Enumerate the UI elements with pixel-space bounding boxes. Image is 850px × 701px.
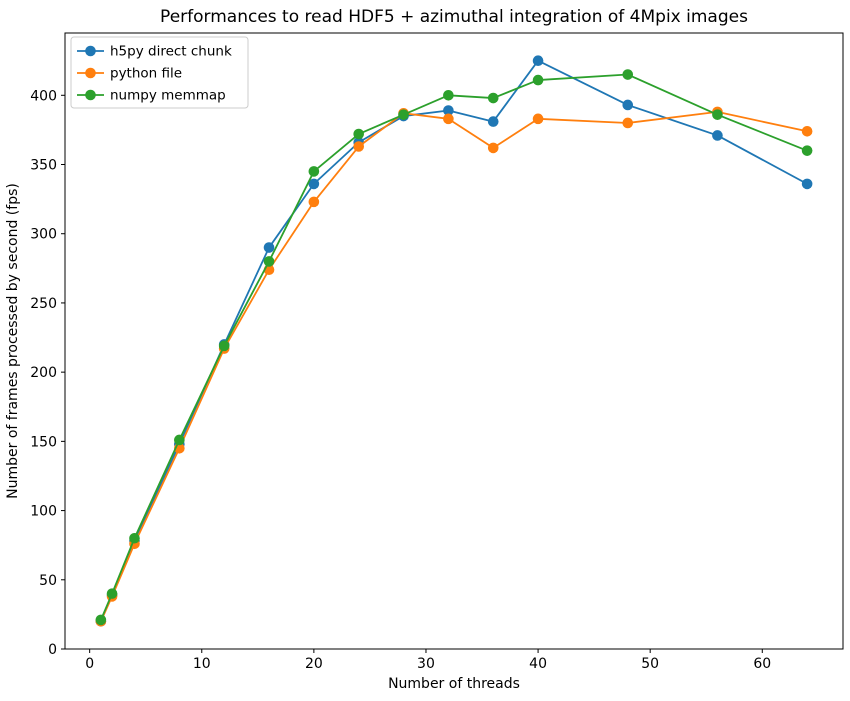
data-point bbox=[443, 113, 454, 125]
data-point bbox=[532, 55, 544, 66]
data-point bbox=[712, 109, 723, 120]
data-point bbox=[443, 89, 454, 101]
data-point bbox=[487, 142, 499, 154]
ticks-layer: 0 10 20 30 40 50 60 0 50 100 150 200 250 300 350 400 bbox=[30, 88, 771, 672]
data-point bbox=[263, 256, 275, 267]
legend-marker-swatch bbox=[85, 67, 96, 79]
chart-title: Performances to read HDF5 + azimuthal in… bbox=[160, 7, 748, 27]
x-tick-label: 50 bbox=[641, 656, 659, 672]
data-point bbox=[308, 178, 320, 190]
legend-marker-swatch bbox=[85, 89, 96, 101]
x-tick-label: 60 bbox=[753, 656, 771, 672]
data-point bbox=[353, 141, 365, 152]
data-point bbox=[622, 99, 634, 111]
y-tick-label: 350 bbox=[30, 158, 57, 174]
x-tick-label: 30 bbox=[417, 656, 435, 672]
data-point bbox=[801, 178, 813, 190]
y-axis-label: Number of frames processed by second (fp… bbox=[5, 183, 21, 499]
x-tick-label: 10 bbox=[193, 656, 211, 672]
legend-item-h5py-direct-chunk: h5py direct chunk bbox=[77, 44, 232, 60]
legend-item-numpy-memmap: numpy memmap bbox=[77, 88, 226, 104]
legend-box bbox=[70, 36, 249, 109]
data-point bbox=[712, 130, 723, 141]
plot-area bbox=[64, 32, 844, 650]
data-point bbox=[174, 434, 185, 446]
data-point bbox=[532, 113, 544, 125]
data-point bbox=[622, 69, 634, 80]
data-point bbox=[129, 532, 140, 544]
legend-item-label: python file bbox=[110, 66, 182, 82]
y-tick-label: 100 bbox=[30, 504, 57, 520]
data-point bbox=[106, 588, 118, 599]
data-point bbox=[801, 145, 813, 156]
legend-item-label: numpy memmap bbox=[110, 88, 226, 104]
data-point bbox=[622, 117, 634, 129]
data-point bbox=[532, 74, 544, 86]
legend-item-python-file: python file bbox=[77, 66, 182, 82]
legend-marker-swatch bbox=[85, 45, 96, 57]
series-layer bbox=[95, 55, 813, 627]
data-point bbox=[487, 92, 499, 104]
legend-item-label: h5py direct chunk bbox=[110, 44, 232, 60]
y-tick-label: 200 bbox=[30, 365, 57, 381]
data-point bbox=[487, 116, 499, 127]
x-tick-label: 20 bbox=[305, 656, 323, 672]
y-tick-label: 400 bbox=[30, 88, 57, 104]
legend: h5py direct chunk python file numpy memmap bbox=[70, 36, 249, 109]
data-point bbox=[308, 196, 320, 208]
data-point bbox=[308, 166, 320, 177]
series-numpy-memmap bbox=[95, 69, 813, 626]
data-point bbox=[263, 242, 275, 253]
y-tick-label: 300 bbox=[30, 227, 57, 243]
data-point bbox=[398, 109, 409, 120]
data-point bbox=[353, 128, 365, 140]
x-axis-label: Number of threads bbox=[388, 676, 520, 692]
data-point bbox=[95, 614, 107, 626]
data-point bbox=[801, 125, 813, 137]
data-point bbox=[443, 105, 454, 116]
x-tick-label: 0 bbox=[85, 656, 94, 672]
y-tick-label: 250 bbox=[30, 296, 57, 312]
y-tick-label: 0 bbox=[48, 642, 57, 658]
y-tick-label: 50 bbox=[39, 573, 57, 589]
y-tick-label: 150 bbox=[30, 434, 57, 450]
data-point bbox=[218, 340, 230, 352]
x-tick-label: 40 bbox=[529, 656, 547, 672]
